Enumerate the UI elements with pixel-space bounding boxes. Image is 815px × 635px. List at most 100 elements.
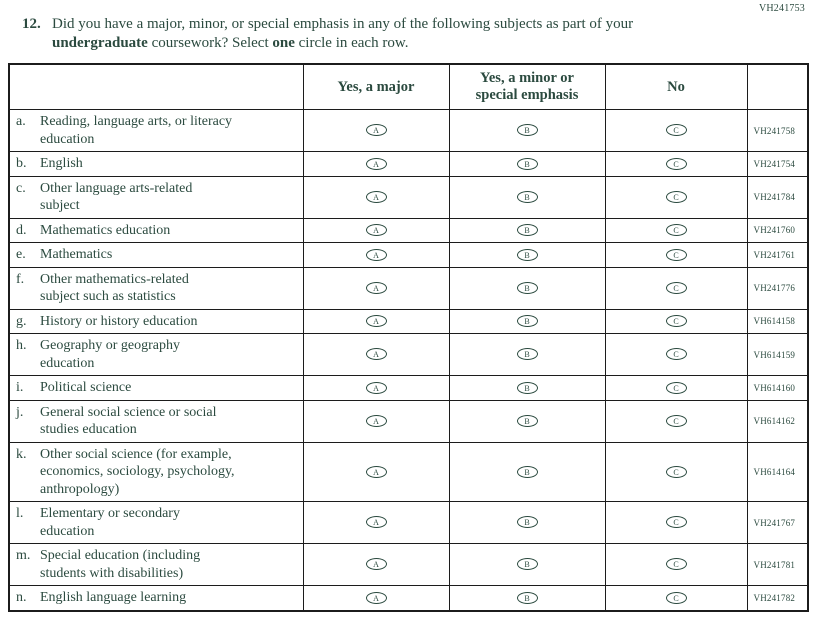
- row-code: VH241784: [746, 175, 809, 219]
- option-c-bubble[interactable]: C: [665, 516, 687, 529]
- response-table: Yes, a major Yes, a minor or special emp…: [8, 63, 809, 612]
- question-text-part1: Did you have a major, minor, or special …: [52, 16, 634, 32]
- table-row-d: d. Mathematics education A B C VH241760: [8, 217, 809, 243]
- option-c-bubble[interactable]: C: [665, 381, 687, 394]
- option-c-bubble[interactable]: C: [665, 414, 687, 427]
- row-letter: n.: [16, 590, 27, 605]
- option-b-bubble[interactable]: B: [516, 224, 538, 237]
- option-a-bubble[interactable]: A: [365, 315, 387, 328]
- option-b-bubble[interactable]: B: [516, 516, 538, 529]
- row-label: Other mathematics-related subject such a…: [40, 271, 189, 305]
- table-row-g: g. History or history education A B C VH6…: [8, 308, 809, 334]
- option-a-bubble[interactable]: A: [365, 190, 387, 203]
- row-label: Special education (including students wi…: [40, 548, 201, 581]
- row-label: English language learning: [40, 590, 187, 605]
- table-row-n: n. English language learning A B C VH2417…: [8, 585, 809, 611]
- option-b-bubble[interactable]: B: [516, 124, 538, 137]
- option-a-bubble[interactable]: A: [365, 381, 387, 394]
- option-a-bubble[interactable]: A: [365, 157, 387, 170]
- form-code: VH241753: [758, 3, 805, 14]
- option-a-bubble[interactable]: A: [365, 414, 387, 427]
- row-code: VH614159: [746, 333, 809, 376]
- row-label: Other social science (for example, econo…: [40, 446, 235, 497]
- row-letter: e.: [16, 247, 26, 262]
- row-label: General social science or social studies…: [40, 404, 217, 438]
- row-label: Mathematics education: [40, 222, 171, 238]
- row-label: Political science: [40, 380, 132, 395]
- option-c-bubble[interactable]: C: [665, 157, 687, 170]
- option-b-bubble[interactable]: B: [516, 248, 538, 261]
- row-code: VH241767: [746, 501, 809, 544]
- option-c-bubble[interactable]: C: [665, 281, 687, 294]
- table-row-l: l. Elementary or secondary education A B …: [8, 501, 809, 544]
- question-12: 12. Did you have a major, minor, or spec…: [22, 15, 807, 53]
- option-c-bubble[interactable]: C: [665, 190, 687, 203]
- row-label: History or history education: [40, 313, 198, 329]
- question-text-part2: coursework? Select: [147, 35, 273, 51]
- row-letter: i.: [16, 380, 24, 395]
- option-c-bubble[interactable]: C: [665, 224, 687, 237]
- table-row-h: h. Geography or geography education A B C…: [8, 333, 809, 376]
- option-b-bubble[interactable]: B: [516, 315, 538, 328]
- header-no: No: [604, 63, 748, 110]
- row-label: Mathematics: [40, 247, 113, 262]
- row-letter: g.: [16, 313, 27, 329]
- row-code: VH241754: [746, 151, 809, 177]
- question-text-bold1: undergraduate: [52, 35, 148, 51]
- option-b-bubble[interactable]: B: [516, 348, 538, 361]
- row-letter: d.: [16, 222, 27, 238]
- table-row-j: j. General social science or social studi…: [8, 399, 809, 443]
- question-text: Did you have a major, minor, or special …: [52, 15, 664, 53]
- option-a-bubble[interactable]: A: [365, 558, 387, 571]
- table-row-f: f. Other mathematics-related subject such…: [8, 266, 809, 310]
- option-b-bubble[interactable]: B: [516, 558, 538, 571]
- row-letter: h.: [16, 338, 27, 353]
- row-letter: b.: [16, 156, 27, 171]
- table-row-k: k. Other social science (for example, eco…: [8, 441, 809, 502]
- row-letter: k.: [16, 446, 27, 462]
- option-c-bubble[interactable]: C: [665, 591, 687, 604]
- option-b-bubble[interactable]: B: [516, 381, 538, 394]
- header-row: Yes, a major Yes, a minor or special emp…: [8, 63, 809, 110]
- row-label: English: [40, 156, 83, 171]
- row-label: Geography or geography education: [40, 338, 180, 371]
- row-letter: c.: [16, 180, 26, 196]
- option-a-bubble[interactable]: A: [365, 224, 387, 237]
- option-a-bubble[interactable]: A: [365, 124, 387, 137]
- table-row-m: m. Special education (including students …: [8, 543, 809, 586]
- row-code: VH614158: [746, 308, 809, 334]
- option-b-bubble[interactable]: B: [516, 157, 538, 170]
- option-a-bubble[interactable]: A: [365, 591, 387, 604]
- option-b-bubble[interactable]: B: [516, 591, 538, 604]
- row-code: VH241781: [746, 543, 809, 586]
- option-b-bubble[interactable]: B: [516, 281, 538, 294]
- option-a-bubble[interactable]: A: [365, 281, 387, 294]
- row-letter: a.: [16, 114, 26, 129]
- table-row-e: e. Mathematics A B C VH241761: [8, 242, 809, 268]
- option-b-bubble[interactable]: B: [516, 414, 538, 427]
- option-c-bubble[interactable]: C: [665, 124, 687, 137]
- option-c-bubble[interactable]: C: [665, 465, 687, 478]
- row-letter: f.: [16, 271, 25, 287]
- option-a-bubble[interactable]: A: [365, 516, 387, 529]
- question-text-bold2: one: [272, 35, 295, 51]
- option-c-bubble[interactable]: C: [665, 348, 687, 361]
- row-letter: l.: [16, 506, 24, 521]
- option-c-bubble[interactable]: C: [665, 248, 687, 261]
- row-letter: m.: [16, 548, 31, 563]
- option-b-bubble[interactable]: B: [516, 465, 538, 478]
- row-code: VH241760: [746, 217, 809, 243]
- option-a-bubble[interactable]: A: [365, 248, 387, 261]
- row-letter: j.: [16, 404, 24, 420]
- question-number: 12.: [22, 16, 41, 32]
- table-row-b: b. English A B C VH241754: [8, 151, 809, 177]
- option-a-bubble[interactable]: A: [365, 348, 387, 361]
- row-label: Reading, language arts, or literacy educ…: [40, 114, 233, 147]
- option-c-bubble[interactable]: C: [665, 315, 687, 328]
- option-a-bubble[interactable]: A: [365, 465, 387, 478]
- row-code: VH241758: [746, 109, 809, 152]
- option-b-bubble[interactable]: B: [516, 190, 538, 203]
- row-label: Other language arts-related subject: [40, 180, 193, 214]
- option-c-bubble[interactable]: C: [665, 558, 687, 571]
